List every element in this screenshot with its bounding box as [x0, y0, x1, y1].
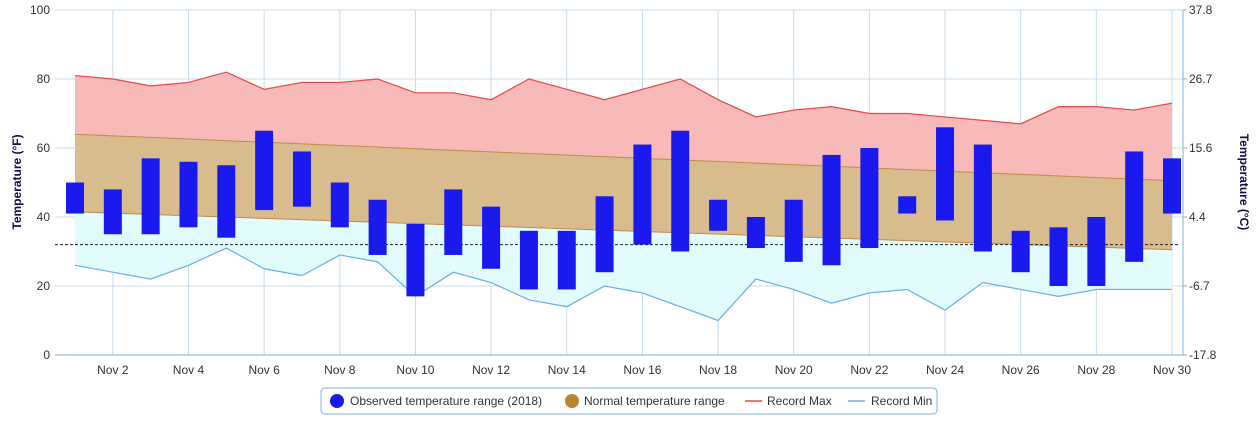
- x-tick-label: Nov 26: [1002, 363, 1040, 377]
- observed-bar: [822, 154, 841, 266]
- x-tick-label: Nov 2: [97, 363, 129, 377]
- observed-bar: [1125, 151, 1144, 262]
- observed-bar: [1087, 217, 1106, 286]
- y-tick-label-right: 26.7: [1189, 72, 1213, 86]
- legend-record-max-label[interactable]: Record Max: [767, 394, 832, 408]
- x-tick-label: Nov 20: [775, 363, 813, 377]
- y-tick-label-right: 15.6: [1189, 141, 1213, 155]
- legend-normal-marker: [565, 394, 579, 408]
- x-tick-label: Nov 28: [1077, 363, 1115, 377]
- y-tick-label-left: 0: [43, 348, 50, 362]
- observed-bar: [746, 217, 765, 249]
- y-axis-title-right: Temperature (°C): [1237, 134, 1251, 231]
- y-tick-label-right: 4.4: [1189, 210, 1206, 224]
- observed-bar: [406, 223, 425, 297]
- record-max-area: [75, 72, 1172, 181]
- x-tick-label: Nov 22: [850, 363, 888, 377]
- observed-bar: [1011, 230, 1030, 273]
- y-tick-label-right: 37.8: [1189, 3, 1213, 17]
- observed-bar: [898, 196, 917, 214]
- x-tick-label: Nov 14: [548, 363, 586, 377]
- y-tick-label-left: 100: [30, 3, 50, 17]
- observed-bar: [1163, 158, 1181, 214]
- x-tick-label: Nov 16: [623, 363, 661, 377]
- y-tick-label-left: 40: [37, 210, 51, 224]
- observed-bar: [103, 189, 122, 235]
- x-tick-label: Nov 24: [926, 363, 964, 377]
- observed-bar: [444, 189, 463, 255]
- x-tick-label: Nov 30: [1153, 363, 1191, 377]
- legend-observed-label[interactable]: Observed temperature range (2018): [350, 394, 542, 408]
- x-tick-label: Nov 10: [396, 363, 434, 377]
- x-tick-label: Nov 18: [699, 363, 737, 377]
- x-tick-label: Nov 12: [472, 363, 510, 377]
- y-tick-label-right: -6.7: [1189, 279, 1210, 293]
- axes: 0 -17.8 20 -6.7 40 4.4 60 15.6 80 26.7 100 37.8 Nov …: [30, 3, 1217, 377]
- legend-box: [320, 387, 938, 415]
- legend-observed-marker: [330, 394, 344, 408]
- x-tick-label: Nov 6: [248, 363, 280, 377]
- legend-record-min-label[interactable]: Record Min: [871, 394, 932, 408]
- observed-bar: [482, 206, 501, 269]
- observed-bar: [141, 158, 160, 235]
- record-min-line: [74, 247, 1172, 322]
- y-tick-label-left: 20: [37, 279, 51, 293]
- observed-bars: [66, 127, 1181, 297]
- observed-bar: [860, 148, 879, 249]
- observed-bar: [973, 144, 992, 252]
- observed-bar: [292, 151, 311, 207]
- x-tick-label: Nov 8: [324, 363, 356, 377]
- observed-bar: [1049, 227, 1068, 286]
- observed-bar: [784, 199, 803, 262]
- observed-bar: [557, 230, 576, 290]
- observed-bar: [936, 127, 955, 221]
- observed-bar: [255, 130, 274, 211]
- record-max-line: [74, 71, 1173, 125]
- legend-normal-label[interactable]: Normal temperature range: [584, 394, 725, 408]
- record-min-area: [75, 211, 1172, 321]
- observed-bar: [368, 199, 387, 255]
- observed-bar: [330, 182, 349, 228]
- observed-bar: [709, 199, 728, 231]
- observed-bar: [179, 161, 198, 228]
- y-axis-title-left: Temperature (°F): [10, 134, 24, 229]
- observed-bar: [66, 182, 84, 214]
- x-tick-label: Nov 4: [173, 363, 205, 377]
- observed-bar: [519, 230, 538, 290]
- observed-bar: [633, 144, 652, 245]
- legend: Observed temperature range (2018) Normal…: [320, 387, 938, 415]
- observed-bar: [595, 196, 614, 273]
- y-tick-label-left: 80: [37, 72, 51, 86]
- y-tick-label-right: -17.8: [1189, 348, 1217, 362]
- y-tick-label-left: 60: [37, 141, 51, 155]
- observed-bar: [217, 165, 236, 238]
- observed-bar: [671, 130, 690, 252]
